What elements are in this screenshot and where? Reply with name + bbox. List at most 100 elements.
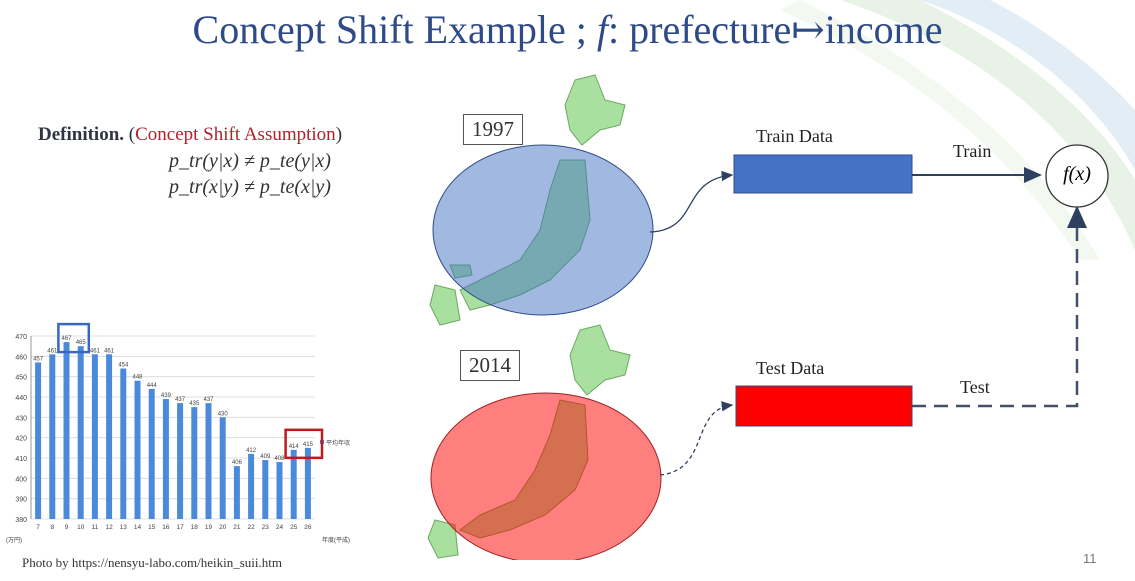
train-region-ellipse (432, 144, 654, 316)
bar (148, 388, 155, 519)
x-tick-label: 14 (134, 524, 142, 531)
data-label: 409 (260, 454, 271, 460)
y-tick-label: 430 (15, 415, 27, 422)
x-tick-label: 8 (50, 524, 54, 531)
legend-label: 平均年収 (326, 439, 350, 447)
bar (120, 368, 127, 519)
data-label: 415 (303, 442, 314, 448)
slide-title: Concept Shift Example ; f: prefecture↦in… (0, 6, 1135, 53)
photo-credit: Photo by https://nensyu-labo.com/heikin_… (22, 555, 282, 570)
x-tick-label: 11 (92, 524, 99, 531)
bar (304, 447, 311, 519)
definition: Definition. (Concept Shift Assumption) (38, 124, 342, 146)
x-tick-label: 21 (233, 524, 241, 531)
bar (134, 380, 141, 519)
x-tick-label: 18 (191, 524, 199, 531)
bar (177, 403, 184, 519)
highlight-box (284, 428, 324, 460)
x-tick-label: 13 (120, 524, 128, 531)
x-tick-label: 10 (77, 524, 85, 531)
train-data-label: Train Data (756, 126, 833, 146)
test-arrow (912, 205, 1087, 408)
x-tick-label: 17 (176, 524, 184, 531)
data-label: 430 (218, 411, 229, 417)
year-2014-label: 2014 (460, 350, 520, 381)
definition-name: Concept Shift Assumption (135, 124, 336, 145)
y-tick-label: 470 (15, 334, 27, 341)
y-tick-label: 400 (15, 476, 27, 483)
bar (106, 354, 113, 519)
data-label: 437 (203, 397, 214, 403)
function-node (1045, 144, 1109, 208)
bar (162, 399, 169, 519)
data-label: 465 (76, 340, 87, 346)
data-label: 412 (246, 448, 257, 454)
data-label: 406 (232, 460, 243, 466)
data-label: 408 (274, 456, 285, 462)
concept-shift-diagram (427, 74, 1109, 560)
income-bar-chart: 380 390 400 410 420 430 440 450 460 470 457 7 461 8 46… (6, 322, 350, 544)
x-tick-label: 25 (290, 524, 298, 531)
bar (91, 354, 98, 519)
y-tick-label: 380 (15, 517, 27, 524)
function-label: f(x) (1063, 163, 1091, 185)
test-data-label: Test Data (756, 358, 825, 378)
title-suffix: : prefecture↦income (608, 7, 943, 52)
data-label: 454 (118, 363, 129, 369)
bar (233, 466, 240, 519)
equation-1: p_tr(y|x) ≠ p_te(y|x) (169, 150, 331, 172)
x-tick-label: 15 (148, 524, 156, 531)
data-label: 461 (90, 348, 101, 354)
data-label: 461 (104, 348, 115, 354)
decorative-swoosh (780, 0, 1135, 260)
highlight-box (57, 322, 91, 354)
bar (63, 342, 70, 519)
page-number: 11 (1083, 551, 1097, 566)
train-flow-arrow (649, 170, 734, 233)
x-tick-label: 26 (304, 524, 312, 531)
data-label: 414 (289, 444, 300, 450)
train-arrow-label: Train (953, 141, 992, 161)
bar (205, 403, 212, 519)
year-1997-label: 1997 (463, 114, 523, 145)
bar (276, 462, 283, 519)
x-tick-label: 12 (105, 524, 113, 531)
x-tick-label: 19 (205, 524, 213, 531)
paren-close: ) (335, 124, 343, 145)
title-prefix: Concept Shift Example ; (192, 7, 597, 52)
data-label: 461 (47, 348, 58, 354)
x-tick-label: 23 (262, 524, 270, 531)
equation-2: p_tr(x|y) ≠ p_te(x|y) (169, 176, 331, 198)
bar (77, 346, 84, 519)
x-tick-label: 16 (162, 524, 170, 531)
x-axis-label: 年度(平成) (322, 536, 350, 544)
bar (262, 460, 269, 519)
data-label: 439 (161, 393, 172, 399)
data-label: 437 (175, 397, 186, 403)
title-f: f (596, 7, 609, 52)
x-tick-label: 24 (276, 524, 284, 531)
data-label: 448 (132, 375, 143, 381)
paren-open: ( (124, 124, 136, 145)
bar (49, 354, 56, 519)
y-tick-label: 410 (15, 456, 27, 463)
y-tick-label: 440 (15, 395, 27, 402)
data-label: 444 (147, 383, 158, 389)
y-tick-label: 420 (15, 436, 27, 443)
test-arrow-label: Test (960, 377, 990, 397)
x-tick-label: 7 (36, 524, 40, 531)
definition-label: Definition. (38, 124, 125, 145)
x-tick-label: 9 (65, 524, 69, 531)
y-tick-label: 390 (15, 497, 27, 504)
test-data-bar (735, 385, 913, 427)
data-label: 457 (33, 356, 44, 362)
bar (191, 407, 198, 519)
bar (219, 417, 226, 519)
data-label: 467 (61, 336, 72, 342)
bar (290, 449, 297, 519)
data-label: 435 (189, 401, 200, 407)
bar (248, 453, 255, 519)
train-data-bar (733, 154, 913, 194)
y-tick-label: 460 (15, 354, 27, 361)
y-axis-label: (万円) (6, 537, 22, 544)
